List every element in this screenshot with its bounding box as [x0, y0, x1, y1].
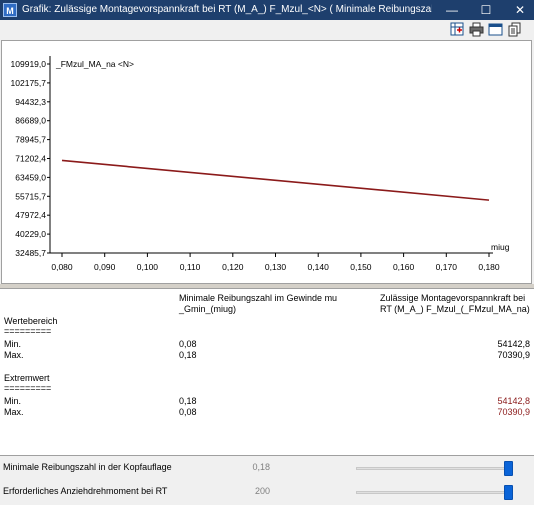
x-tick-label: 0,160: [393, 262, 415, 272]
row-label: Max.: [4, 407, 24, 417]
x-tick-label: 0,180: [478, 262, 500, 272]
print-icon[interactable]: [469, 22, 484, 37]
maximize-button[interactable]: ☐: [480, 3, 492, 17]
slider-track[interactable]: [356, 467, 512, 470]
toolbar: [0, 20, 534, 40]
row-label: Min.: [4, 339, 22, 349]
x-tick-label: 0,110: [180, 262, 201, 272]
chart-panel: 109919,0 102175,7 94432,3 86689,0 78945,7 712…: [1, 40, 532, 284]
minimize-button[interactable]: —: [446, 3, 458, 17]
window-title: Grafik: Zulässige Montagevorspannkraft b…: [22, 4, 432, 15]
series-line: [61, 159, 490, 201]
section-title: Extremwert: [4, 373, 50, 383]
slider-thumb[interactable]: [504, 485, 513, 500]
row-value-miug: 0,08: [179, 407, 197, 417]
row-value-force-extreme: 70390,9: [497, 407, 530, 417]
row-label: Min.: [4, 396, 22, 406]
y-tick-label: 47972,4: [15, 210, 46, 220]
section-underline: =========: [4, 383, 52, 393]
row-label: Max.: [4, 350, 24, 360]
control-row-anziehdrehmoment: Erforderliches Anziehdrehmoment bei RT 2…: [0, 480, 534, 504]
x-tick-label: 0,080: [51, 262, 73, 272]
chart-data-icon[interactable]: [450, 22, 465, 37]
x-axis-label: miug: [491, 242, 510, 252]
section-title: Wertebereich: [4, 316, 58, 326]
row-value-force: 70390,9: [497, 350, 530, 360]
y-tick-label: 63459,0: [15, 172, 46, 182]
row-value-miug: 0,08: [179, 339, 197, 349]
y-tick-label: 109919,0: [11, 59, 47, 69]
x-tick-label: 0,140: [308, 262, 330, 272]
control-value: 200: [254, 486, 270, 496]
y-tick-label: 40229,0: [15, 229, 46, 239]
x-tick-label: 0,170: [436, 262, 458, 272]
y-tick-label: 94432,3: [15, 97, 46, 107]
y-tick-label: 102175,7: [11, 78, 47, 88]
y-tick-label: 71202,4: [15, 154, 46, 164]
row-value-miug: 0,18: [179, 396, 197, 406]
control-value: 0,18: [252, 462, 270, 472]
row-value-force: 54142,8: [497, 339, 530, 349]
y-tick-label: 78945,7: [15, 135, 46, 145]
y-tick-label: 86689,0: [15, 116, 46, 126]
title-bar[interactable]: M Grafik: Zulässige Montagevorspannkraft…: [0, 0, 534, 20]
row-value-miug: 0,18: [179, 350, 197, 360]
col2-header-line2: RT (M_A_) F_Mzul_(_FMzul_MA_na): [380, 304, 530, 314]
x-tick-label: 0,150: [350, 262, 372, 272]
window-icon[interactable]: [488, 22, 503, 37]
x-tick-label: 0,090: [94, 262, 116, 272]
line-chart: 109919,0 102175,7 94432,3 86689,0 78945,7 712…: [11, 56, 510, 272]
control-label: Erforderliches Anziehdrehmoment bei RT: [3, 486, 168, 496]
col1-header: Minimale Reibungszahl im Gewinde mu: [179, 293, 338, 303]
x-tick-label: 0,120: [222, 262, 244, 272]
panel-splitter[interactable]: [0, 284, 534, 288]
parameter-controls: Minimale Reibungszahl in der Kopfauflage…: [0, 455, 534, 505]
y-tick-label: 32485,7: [15, 248, 46, 258]
copy-icon[interactable]: [507, 22, 522, 37]
y-axis-label: _FMzul_MA_na <N>: [55, 59, 134, 69]
results-table: Minimale Reibungszahl im Gewinde mu _Gmi…: [0, 288, 534, 456]
x-tick-label: 0,100: [137, 262, 159, 272]
close-button[interactable]: ✕: [514, 3, 526, 17]
col1-header-line2: _Gmin_(miug): [179, 304, 237, 314]
control-label: Minimale Reibungszahl in der Kopfauflage: [3, 462, 172, 472]
x-tick-label: 0,130: [265, 262, 287, 272]
y-tick-label: 55715,7: [15, 191, 46, 201]
col2-header: Zulässige Montagevorspannkraft bei: [380, 293, 526, 303]
slider-thumb[interactable]: [504, 461, 513, 476]
control-row-kopfauflage: Minimale Reibungszahl in der Kopfauflage…: [0, 456, 534, 480]
app-icon: M: [3, 3, 17, 17]
section-underline: =========: [4, 326, 52, 336]
slider-track[interactable]: [356, 491, 512, 494]
row-value-force-extreme: 54142,8: [497, 396, 530, 406]
